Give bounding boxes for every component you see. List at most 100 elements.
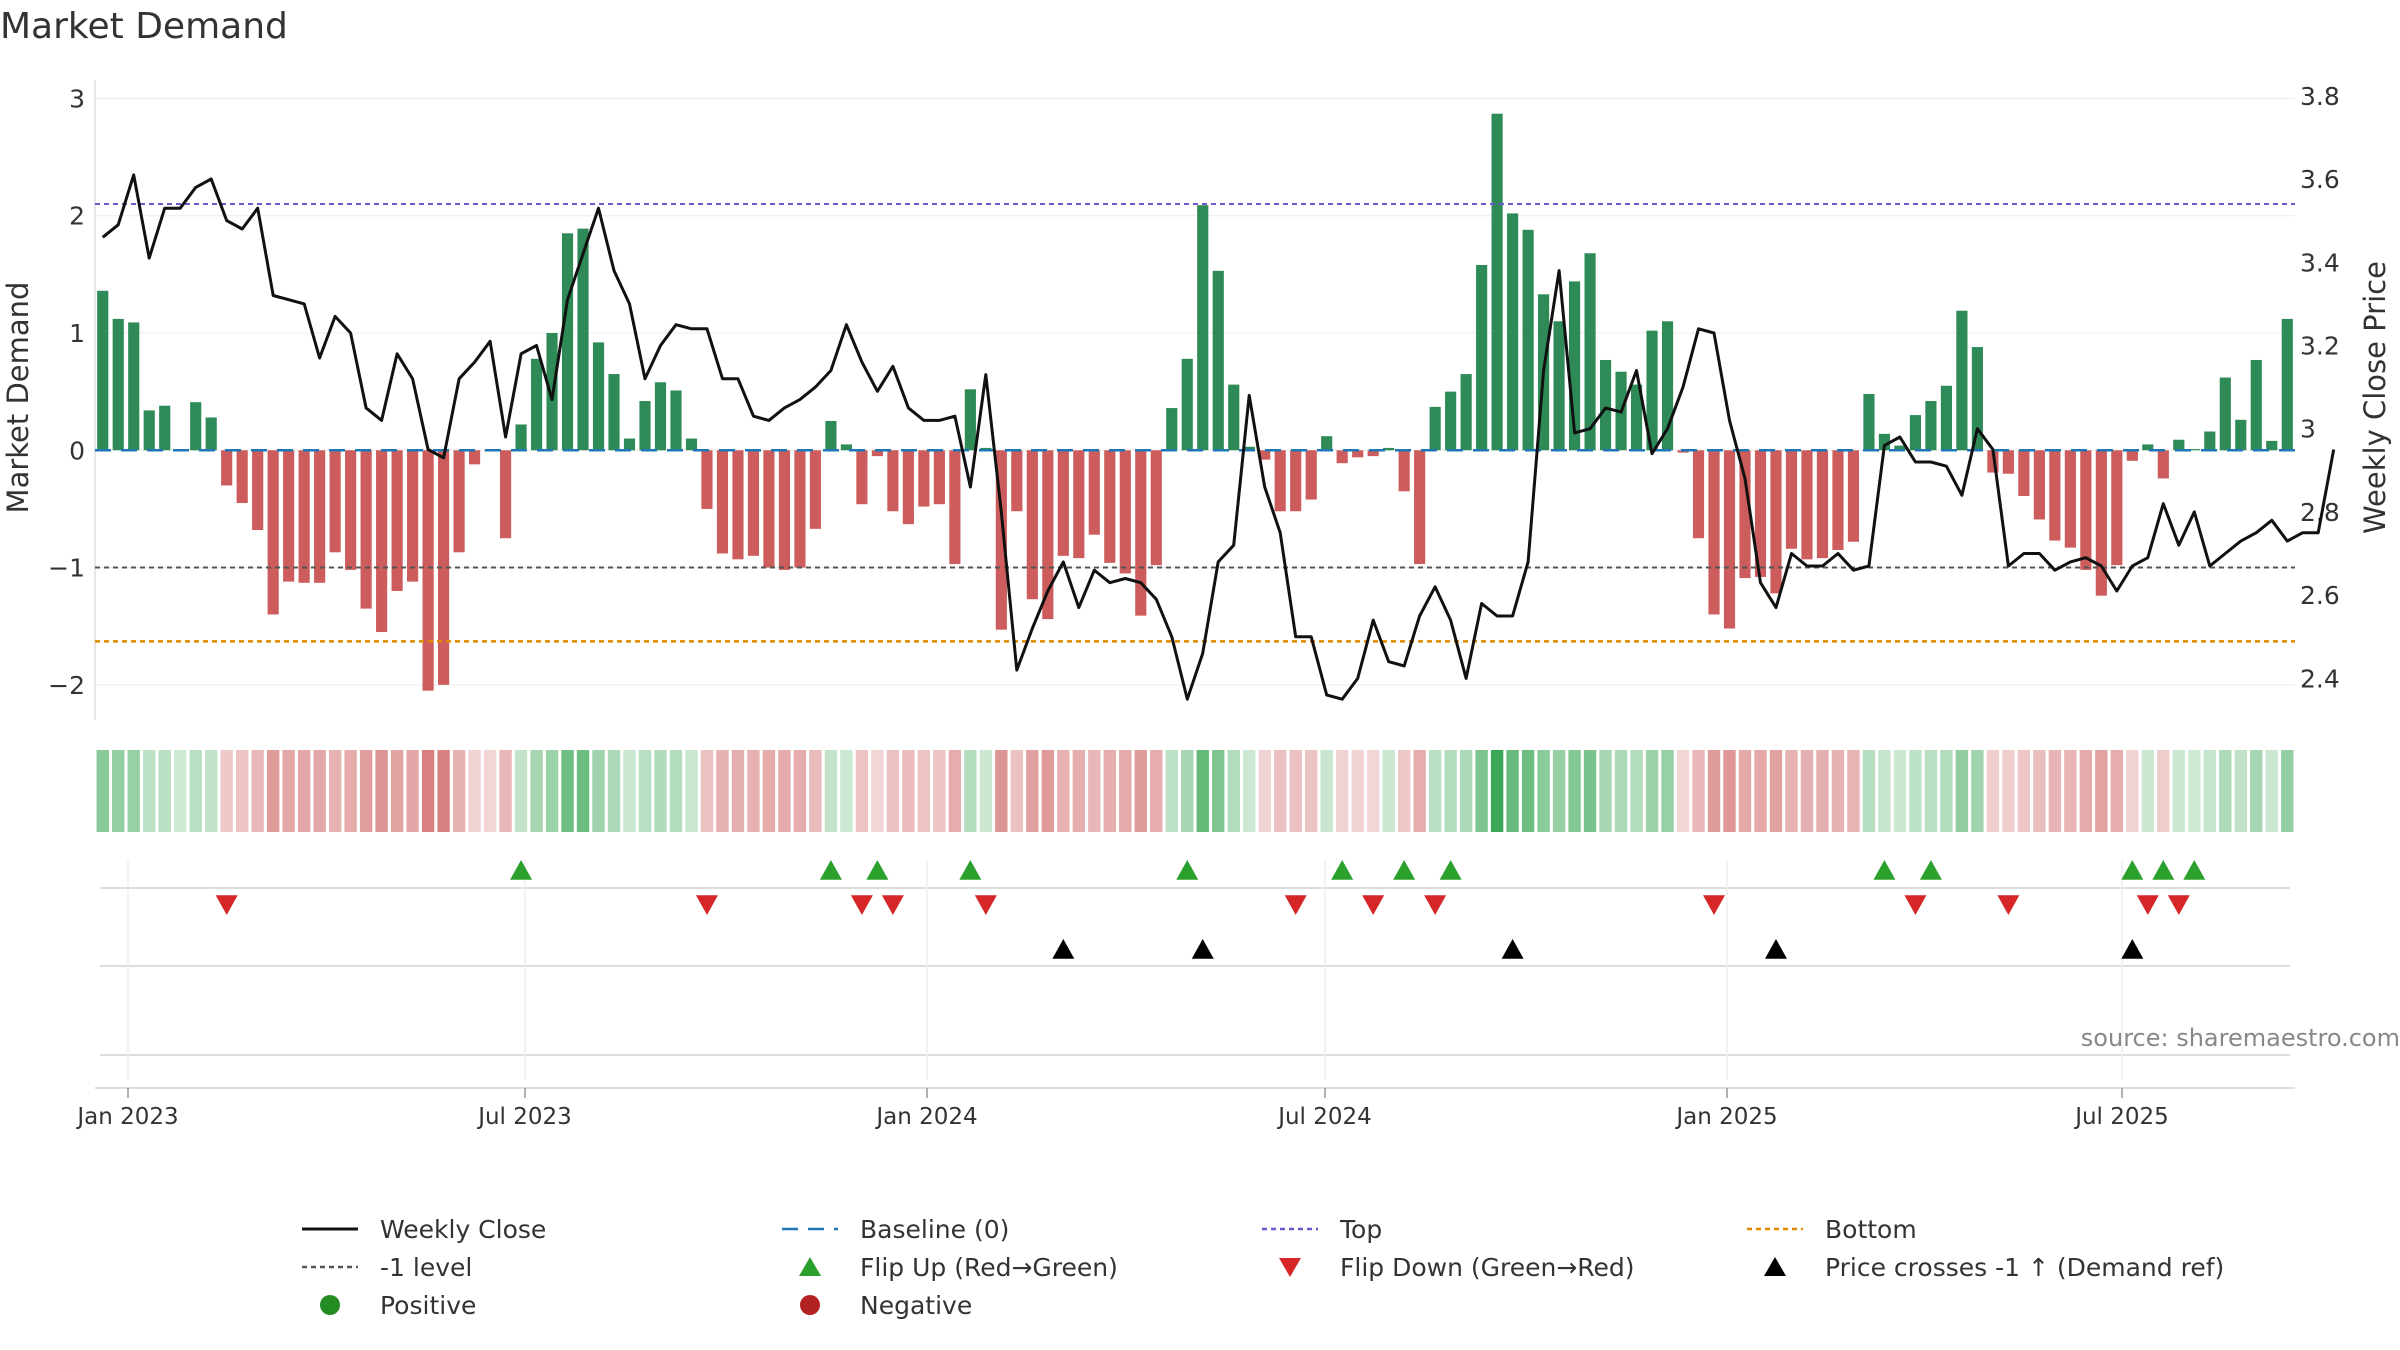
heat-cell: [824, 750, 838, 832]
heat-cell: [2250, 750, 2263, 832]
demand-bar: [2080, 450, 2092, 570]
heat-cell: [1026, 750, 1039, 832]
demand-bar: [1925, 401, 1937, 451]
demand-bar: [809, 450, 821, 529]
heat-cell: [1878, 750, 1891, 832]
demand-bar: [407, 450, 419, 582]
demand-bar: [1429, 406, 1441, 451]
y2-tick-label: 2.4: [2300, 664, 2340, 693]
demand-bar: [1878, 433, 1891, 451]
demand-bar: [469, 450, 481, 465]
y2-tick-label: 3.2: [2300, 331, 2340, 360]
demand-bar: [2126, 450, 2138, 461]
heat-cell: [2048, 750, 2062, 832]
heat-cell: [1289, 750, 1302, 832]
heat-cell: [2064, 750, 2077, 832]
heat-cell: [1181, 750, 1194, 832]
heat-cell: [1692, 750, 1705, 832]
demand-bar: [1816, 450, 1829, 559]
heat-cell: [1335, 750, 1349, 832]
demand-bar: [623, 438, 636, 451]
flip-up-marker: [1919, 860, 1942, 880]
heat-cell: [1986, 750, 2000, 832]
demand-bar: [1940, 385, 1952, 451]
heat-cell: [1940, 750, 1953, 832]
demand-bar: [1584, 253, 1596, 451]
demand-bar: [701, 450, 713, 509]
heat-cell: [886, 750, 900, 832]
demand-bar: [1305, 450, 1317, 500]
heat-cell: [1661, 750, 1674, 832]
heat-cell: [1707, 750, 1721, 832]
demand-bar: [1971, 347, 1983, 451]
legend-item-dot-neg: Negative: [780, 1290, 972, 1320]
flip-down-marker: [881, 895, 904, 915]
demand-bar: [577, 228, 589, 451]
heat-cell: [1397, 750, 1411, 832]
demand-bar: [949, 450, 961, 565]
heat-cell: [499, 750, 512, 832]
heat-cell: [762, 750, 776, 832]
heat-cell: [143, 750, 156, 832]
legend-swatch-shape: [1764, 1257, 1786, 1276]
heat-cell: [623, 750, 636, 832]
heat-cell: [437, 750, 450, 832]
demand-bar: [2095, 450, 2107, 596]
legend-swatch: [1747, 1227, 1803, 1231]
heat-cell: [1103, 750, 1116, 832]
demand-bar: [2266, 440, 2278, 451]
demand-bar: [794, 450, 806, 568]
heat-cell: [1072, 750, 1085, 832]
demand-bar: [918, 450, 930, 507]
demand-bar: [1599, 359, 1612, 451]
demand-bar: [856, 450, 868, 505]
heat-cell: [375, 750, 388, 832]
demand-bar: [1785, 450, 1798, 549]
heat-cell: [1754, 750, 1767, 832]
heat-cell: [576, 750, 590, 832]
demand-bar: [1739, 450, 1751, 579]
heat-cell: [235, 750, 249, 832]
demand-bar: [1166, 408, 1178, 451]
heat-cell: [220, 750, 233, 832]
legend-label: Price crosses -1 ↑ (Demand ref): [1825, 1252, 2225, 1282]
heat-cell: [979, 750, 993, 832]
y-tick-label: 3: [69, 84, 85, 113]
heat-cell: [1738, 750, 1752, 832]
heat-cell: [2265, 750, 2278, 832]
demand-bar: [2111, 450, 2123, 566]
heat-cell: [1057, 750, 1070, 832]
demand-bar: [778, 450, 791, 570]
heat-cell: [205, 750, 218, 832]
demand-bar: [608, 374, 620, 451]
demand-bar: [376, 450, 388, 633]
y-tick-label: 1: [69, 319, 85, 348]
demand-bar: [236, 450, 248, 504]
heat-cell: [731, 750, 745, 832]
heat-cell: [189, 750, 202, 832]
legend-swatch: [1262, 1227, 1318, 1231]
heat-cell: [1150, 750, 1163, 832]
flip-up-marker: [2183, 860, 2206, 880]
heat-cell: [158, 750, 171, 832]
demand-bar: [1352, 450, 1364, 458]
flip-up-marker: [2152, 860, 2175, 880]
demand-bar: [1646, 330, 1658, 451]
flip-up-marker: [1176, 860, 1199, 880]
demand-bar: [2064, 450, 2076, 548]
flip-down-marker: [850, 895, 873, 915]
demand-bar: [267, 450, 279, 615]
demand-bar: [1770, 450, 1782, 594]
demand-bar: [252, 450, 264, 531]
flip-up-marker: [866, 860, 889, 880]
y2-tick-label: 3.8: [2300, 82, 2340, 111]
legend-label: Weekly Close: [380, 1214, 547, 1244]
demand-bar: [438, 450, 450, 685]
demand-bar: [2173, 439, 2185, 451]
demand-bar: [329, 450, 341, 553]
demand-bar: [1228, 384, 1240, 451]
heat-cell: [2281, 750, 2294, 832]
heat-cell: [964, 750, 977, 832]
price-cross-marker: [1764, 939, 1787, 959]
x-tick-label: Jan 2023: [75, 1104, 178, 1130]
